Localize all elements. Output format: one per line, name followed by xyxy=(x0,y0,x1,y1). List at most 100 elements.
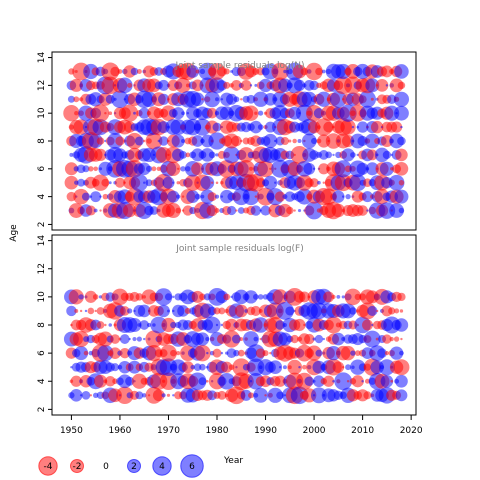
residual-bubble xyxy=(309,80,319,91)
residual-bubble xyxy=(231,135,242,147)
residual-bubble xyxy=(278,332,292,346)
residual-bubble xyxy=(206,204,218,217)
residual-bubble xyxy=(74,346,89,361)
residual-bubble xyxy=(315,67,323,76)
residual-bubble xyxy=(125,376,135,386)
residual-bubble xyxy=(73,330,90,348)
residual-bubble xyxy=(161,317,176,333)
residual-bubble xyxy=(274,191,286,202)
x-tick-label: 1990 xyxy=(254,426,277,436)
x-tick-label: 1960 xyxy=(108,426,131,436)
residual-bubble xyxy=(398,180,405,186)
residual-bubble xyxy=(253,336,259,342)
residual-bubble xyxy=(239,337,244,342)
residual-bubble xyxy=(304,376,314,387)
residual-bubble xyxy=(336,295,341,299)
residual-bubble xyxy=(240,389,252,401)
residual-bubble xyxy=(146,322,152,328)
residual-bubble xyxy=(248,392,254,399)
residual-bubble xyxy=(108,181,112,185)
residual-bubble xyxy=(356,162,369,175)
residual-bubble xyxy=(340,119,356,135)
residual-bubble xyxy=(162,176,175,189)
residual-bubble xyxy=(244,290,258,304)
residual-bubble xyxy=(170,349,177,357)
residual-bubble xyxy=(357,205,368,216)
residual-bubble xyxy=(394,105,409,121)
residual-bubble xyxy=(127,308,133,314)
residual-bubble xyxy=(223,68,230,75)
y-tick-label: 2 xyxy=(37,407,47,413)
residual-bubble xyxy=(332,361,345,373)
residual-bubble xyxy=(111,288,129,306)
residual-bubble xyxy=(205,337,210,342)
residual-bubble xyxy=(388,174,405,191)
residual-bubble xyxy=(391,121,403,133)
residual-bubble xyxy=(210,181,214,184)
residual-bubble xyxy=(131,373,147,389)
residual-bubble xyxy=(268,360,283,375)
y-tick-label: 10 xyxy=(37,107,47,119)
residual-bubble xyxy=(137,162,151,176)
residual-bubble xyxy=(91,104,110,122)
residual-bubble xyxy=(323,121,334,133)
panel-log-n: Joint sample residuals log(N) 2 4 6 8 10 12 14 xyxy=(37,51,417,231)
residual-bubble xyxy=(142,393,147,398)
residual-bubble xyxy=(172,394,175,397)
residual-bubble xyxy=(245,65,257,78)
residual-bubble xyxy=(104,111,107,115)
residual-bubble xyxy=(64,162,78,176)
residual-bubble xyxy=(233,349,240,357)
residual-bubble xyxy=(344,288,362,306)
residual-bubble xyxy=(280,136,290,146)
residual-bubble xyxy=(208,132,226,150)
residual-bubble xyxy=(399,309,404,313)
residual-bubble xyxy=(83,350,89,356)
y-tick-label: 14 xyxy=(37,235,47,247)
residual-bubble xyxy=(252,294,259,300)
residual-bubble xyxy=(198,377,207,386)
residual-bubble xyxy=(313,375,325,388)
residual-bubble xyxy=(226,205,237,216)
residual-bubble xyxy=(345,364,351,371)
residual-bubble xyxy=(92,392,99,399)
residual-bubble xyxy=(97,345,114,362)
residual-bubble xyxy=(297,208,302,213)
residual-bubble xyxy=(92,174,109,191)
residual-bubble xyxy=(271,62,289,81)
residual-bubble xyxy=(223,293,231,301)
residual-bubble xyxy=(154,288,173,306)
panel-title: Joint sample residuals log(N) xyxy=(174,61,304,71)
residual-bubble xyxy=(363,330,381,348)
residual-bubble xyxy=(394,161,409,176)
residual-bubble xyxy=(246,94,256,104)
residual-bubble xyxy=(323,291,335,303)
residual-bubble xyxy=(145,165,153,172)
residual-bubble xyxy=(176,351,181,356)
residual-bubble xyxy=(318,150,329,160)
residual-bubble xyxy=(97,331,113,347)
residual-bubble xyxy=(216,66,227,77)
residual-bubble xyxy=(390,379,394,383)
residual-bubble xyxy=(137,304,151,318)
residual-bubble xyxy=(252,317,269,333)
x-axis: 1950 1960 1970 1980 1990 2000 2010 2020 xyxy=(60,414,423,436)
residual-bubble xyxy=(68,289,84,305)
residual-bubble xyxy=(332,153,335,157)
residual-bubble xyxy=(84,309,88,313)
x-tick-label: 2000 xyxy=(303,426,326,436)
residual-bubble xyxy=(73,96,80,103)
residual-bubble xyxy=(323,375,335,387)
residual-bubble xyxy=(285,306,295,316)
residual-bubble xyxy=(176,194,181,199)
residual-bubble xyxy=(297,138,302,144)
residual-bubble xyxy=(370,97,374,101)
residual-bubble xyxy=(94,148,107,162)
residual-bubble xyxy=(305,62,323,81)
residual-bubble xyxy=(394,318,409,332)
residual-bubble xyxy=(351,375,364,388)
residual-bubble xyxy=(104,323,107,327)
legend-label: 6 xyxy=(189,462,195,472)
residual-bubble xyxy=(350,350,356,356)
bubble-legend: -4 -2 0 2 4 6 xyxy=(38,454,204,478)
